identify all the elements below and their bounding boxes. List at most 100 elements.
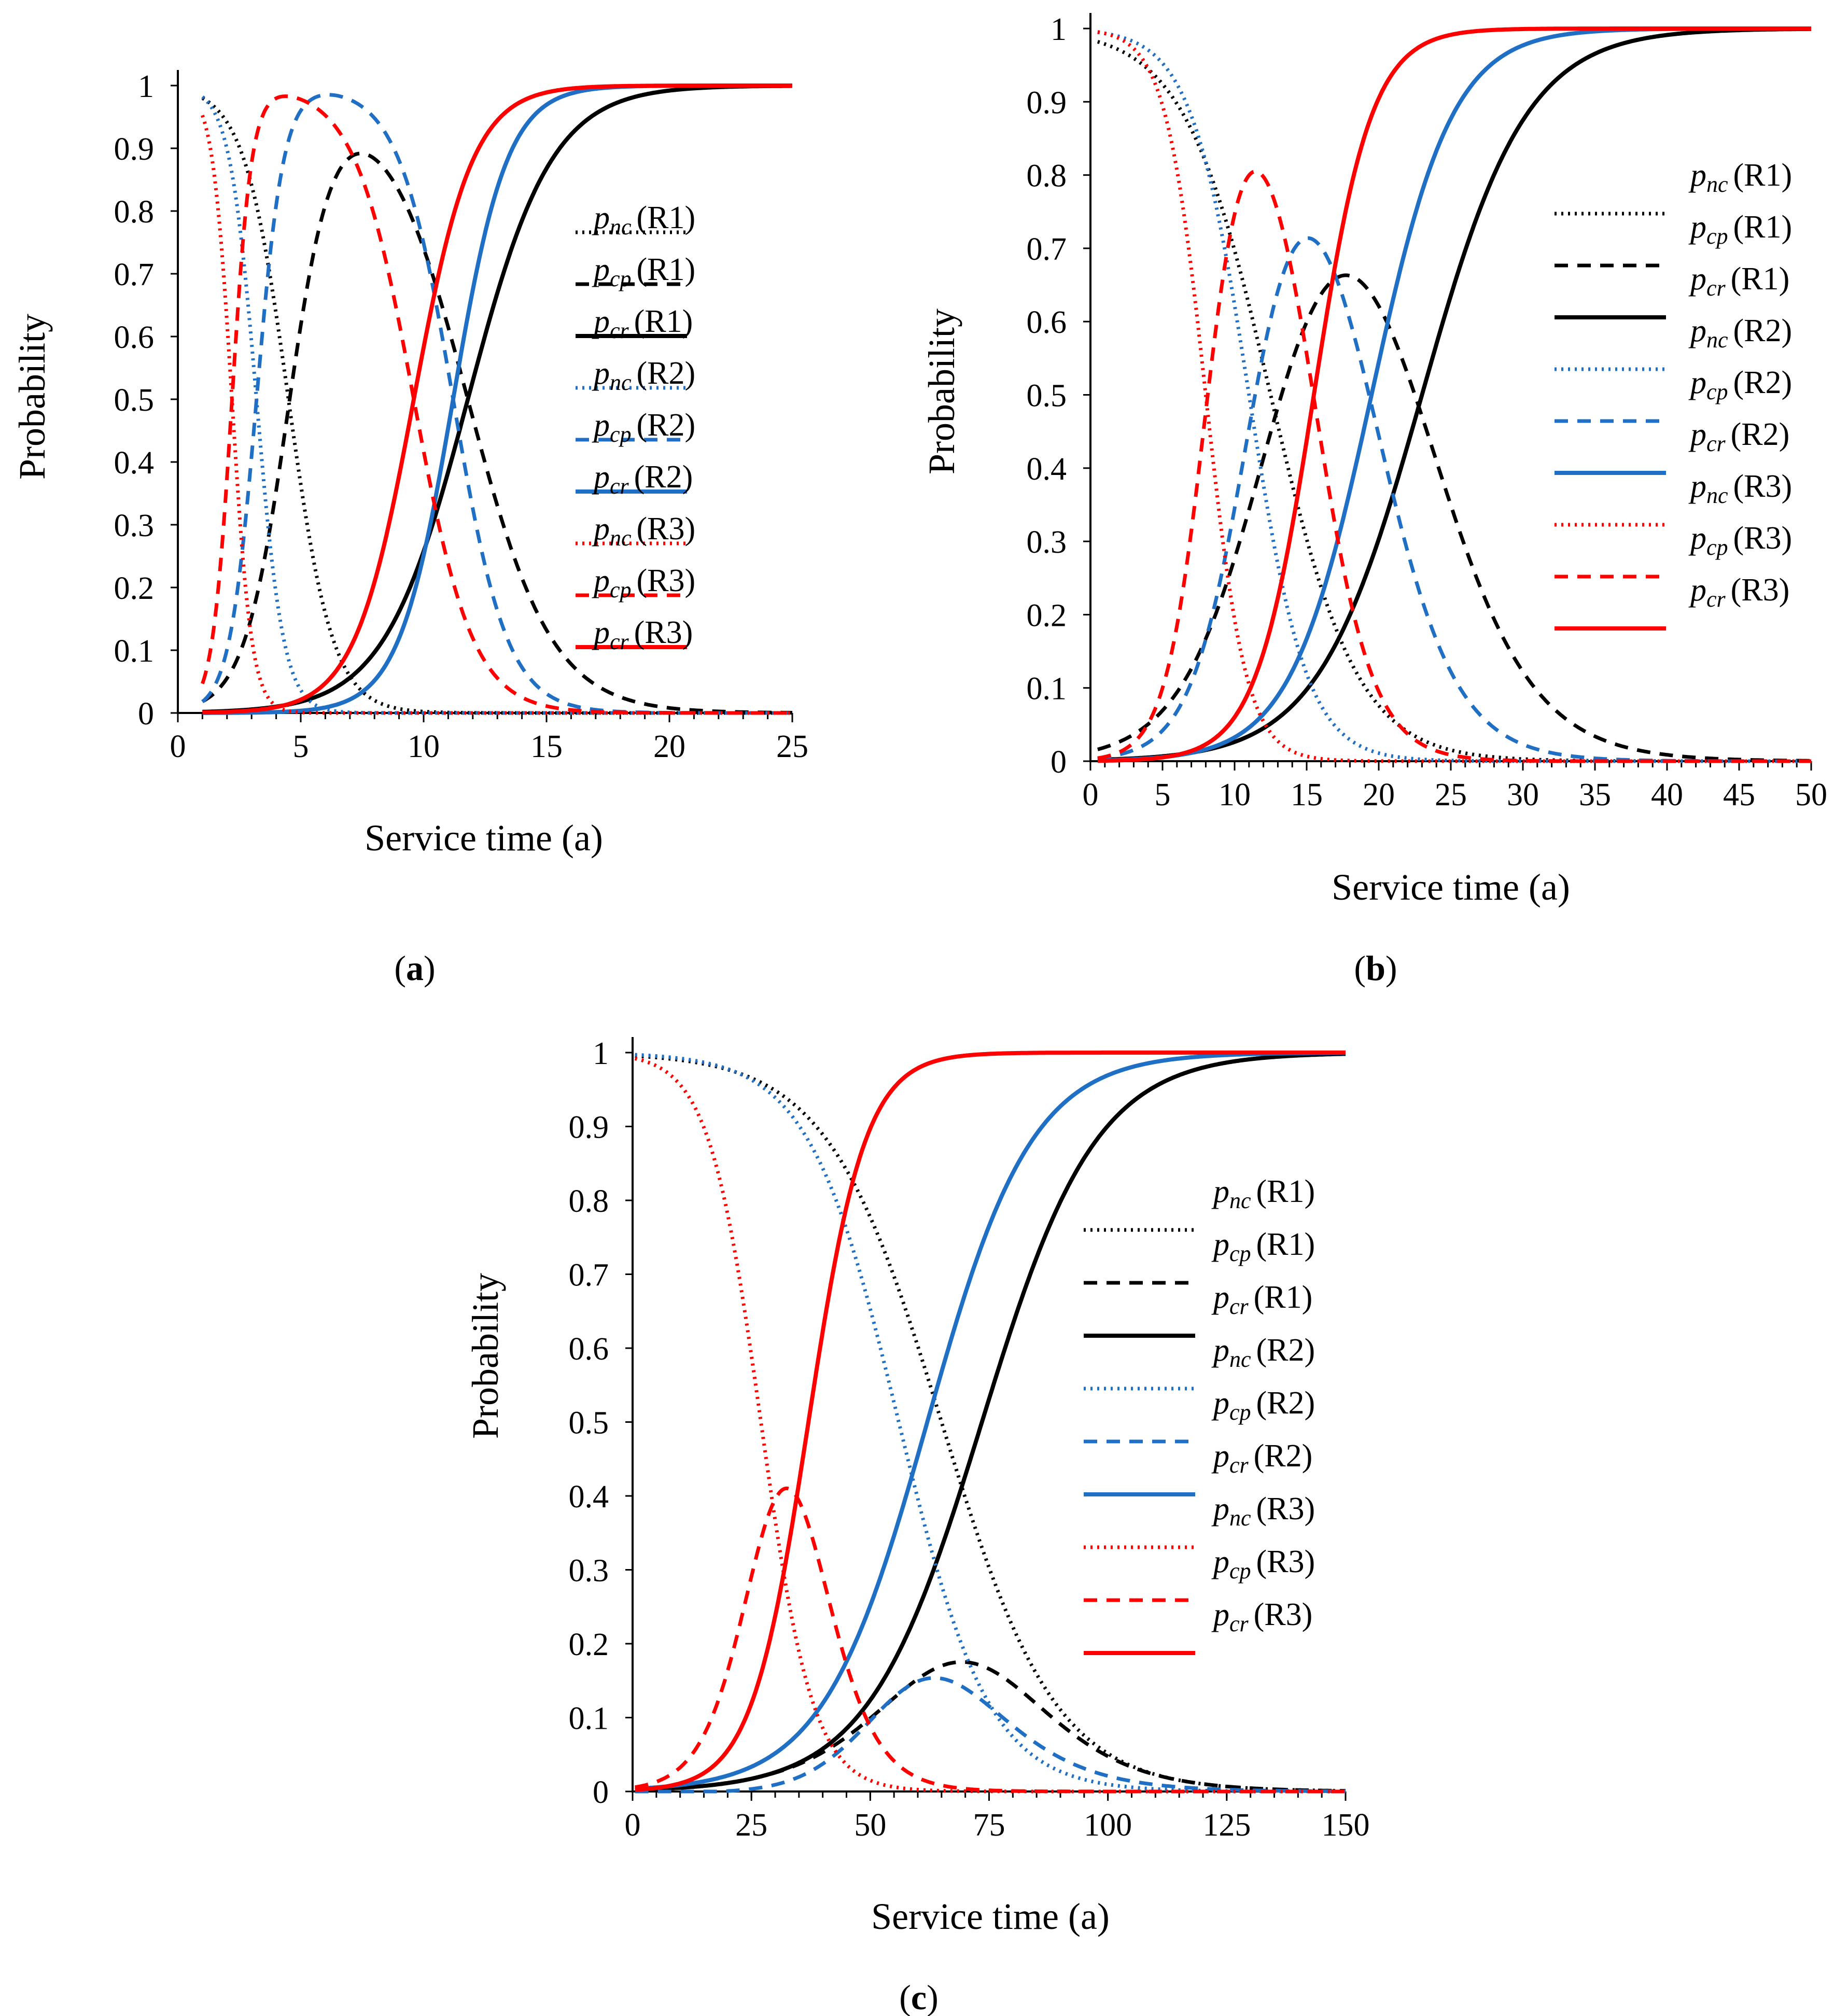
panel-c-xtick-label: 150 xyxy=(1322,1808,1370,1843)
panel-b-xtick-label: 45 xyxy=(1723,777,1755,813)
legend-entry-label: (R2) xyxy=(1256,1385,1315,1421)
panel-b-ytick-label: 0 xyxy=(1051,745,1067,780)
panel-b-ylabel: Probability xyxy=(921,309,962,474)
legend-entry-pnc-r2: pnc (R2) xyxy=(592,356,695,395)
panel-a-ytick-label: 0.7 xyxy=(114,257,155,292)
legend-entry-sub: cp xyxy=(1706,535,1728,560)
panel-a-xtick-label: 0 xyxy=(170,729,186,764)
panel-b-xtick-label: 10 xyxy=(1219,777,1251,813)
panel-c-ylabel: Probability xyxy=(465,1273,506,1439)
legend-entry-sub: cp xyxy=(610,266,632,291)
legend-entry-label: (R3) xyxy=(1254,1597,1313,1632)
series-pcp-r3 xyxy=(634,1486,1347,1794)
legend-entry-p: p xyxy=(1688,572,1706,608)
legend-entry-p: p xyxy=(1211,1385,1229,1421)
legend-entry-p: p xyxy=(592,511,610,547)
legend-entry-pcp-r3: pcp (R3) xyxy=(592,563,695,603)
panel-c-caption-letter: c xyxy=(911,1978,927,2016)
legend-entry-label: (R1) xyxy=(1254,1280,1313,1315)
panel-a-ytick-label: 0.4 xyxy=(114,445,155,481)
panel-c-ytick-label: 0.2 xyxy=(569,1627,609,1662)
legend-entry-p: p xyxy=(1211,1333,1229,1368)
legend-entry-pnc-r3: pnc (R3) xyxy=(1688,469,1792,508)
legend-entry-sub: nc xyxy=(1706,327,1728,353)
panel-a-xtick-label: 15 xyxy=(530,729,563,764)
legend-entry-sub: nc xyxy=(1706,483,1728,508)
legend-entry-sub: nc xyxy=(1229,1188,1251,1213)
legend-entry-label: (R2) xyxy=(1256,1333,1315,1368)
panel-a-xtick-label: 10 xyxy=(408,729,440,764)
legend-entry-pcp-r1: pcp (R1) xyxy=(1688,209,1792,249)
legend-entry-pcp-r1: pcp (R1) xyxy=(592,252,695,291)
panel-a-legend: pnc (R1)pcp (R1)pcr (R1)pnc (R2)pcp (R2)pcr (R… xyxy=(576,200,695,654)
legend-entry-pnc-r1: pnc (R1) xyxy=(1211,1174,1315,1213)
panel-a: 00.10.20.30.40.50.60.70.80.910 5 10 15 20 25 … xyxy=(11,69,808,988)
panel-a-axes: 00.10.20.30.40.50.60.70.80.910 5 10 15 20 25 xyxy=(114,69,809,764)
legend-entry-label: (R1) xyxy=(1256,1174,1315,1209)
panel-a-ylabel: Probability xyxy=(11,314,53,480)
legend-entry-p: p xyxy=(592,200,610,235)
legend-entry-p: p xyxy=(1688,313,1706,348)
legend-entry-pcr-r1: pcr (R1) xyxy=(592,304,693,343)
panel-c-xtick-label: 125 xyxy=(1202,1808,1251,1843)
legend-entry-label: (R1) xyxy=(637,252,696,287)
legend-entry-p: p xyxy=(1688,158,1706,193)
legend-entry-p: p xyxy=(1688,469,1706,504)
legend-entry-label: (R3) xyxy=(637,511,696,547)
panel-c-ytick-label: 0.5 xyxy=(569,1406,609,1441)
legend-entry-sub: nc xyxy=(1706,172,1728,197)
legend-entry-p: p xyxy=(592,408,610,443)
legend-entry-pnc-r1: pnc (R1) xyxy=(1688,158,1792,197)
legend-entry-pnc-r3: pnc (R3) xyxy=(1211,1491,1315,1531)
series-pnc-r1 xyxy=(201,96,793,715)
legend-entry-pcp-r3: pcp (R3) xyxy=(1211,1544,1315,1584)
legend-entry-pcp-r2: pcp (R2) xyxy=(1688,365,1792,404)
legend-entry-pcr-r3: pcr (R3) xyxy=(1688,572,1789,612)
legend-entry-pcr-r1: pcr (R1) xyxy=(1211,1280,1312,1319)
panel-b-xlabel: Service time (a) xyxy=(1332,866,1570,908)
panel-a-ytick-label: 0 xyxy=(138,696,154,732)
legend-entry-label: (R3) xyxy=(634,615,693,650)
legend-entry-label: (R3) xyxy=(1733,521,1793,556)
panel-a-ytick-label: 0.8 xyxy=(114,194,155,230)
series-pcp-r2 xyxy=(634,1676,1347,1794)
panel-c-ytick-label: 0.7 xyxy=(569,1258,609,1293)
panel-a-series xyxy=(201,83,794,715)
panel-c-xtick-label: 100 xyxy=(1084,1808,1132,1843)
panel-c-xtick-label: 50 xyxy=(854,1808,886,1843)
legend-entry-sub: cr xyxy=(610,318,629,343)
panel-b-ytick-label: 0.1 xyxy=(1027,671,1067,707)
panel-b-xtick-label: 40 xyxy=(1651,777,1683,813)
legend-entry-p: p xyxy=(592,563,610,598)
panel-b-caption-letter: b xyxy=(1366,948,1385,988)
panel-c-ytick-label: 0.8 xyxy=(569,1184,609,1219)
legend-entry-pnc-r2: pnc (R2) xyxy=(1688,313,1792,353)
panel-a-caption-letter: a xyxy=(406,948,424,988)
legend-entry-pcr-r2: pcr (R2) xyxy=(592,459,693,499)
legend-entry-label: (R1) xyxy=(1256,1227,1315,1262)
series-pcr-r1 xyxy=(634,1052,1347,1792)
panel-c-ytick-label: 1 xyxy=(593,1036,609,1071)
panel-b-caption: (b) xyxy=(1354,948,1397,988)
legend-entry-label: (R1) xyxy=(1731,261,1790,297)
legend-entry-p: p xyxy=(1688,521,1706,556)
series-pcr-r3 xyxy=(634,1051,1347,1792)
legend-entry-sub: cr xyxy=(1706,431,1726,456)
legend-entry-label: (R2) xyxy=(1733,313,1793,348)
panel-b-xtick-label: 35 xyxy=(1579,777,1611,813)
legend-entry-p: p xyxy=(592,356,610,391)
panel-b-xtick-label: 30 xyxy=(1507,777,1539,813)
series-pnc-r2 xyxy=(1097,30,1812,763)
legend-entry-sub: cp xyxy=(1229,1241,1251,1266)
legend-entry-p: p xyxy=(1211,1544,1229,1579)
legend-entry-p: p xyxy=(592,615,610,650)
panel-c-xlabel: Service time (a) xyxy=(871,1896,1110,1937)
panel-b-xtick-label: 5 xyxy=(1155,777,1171,813)
legend-entry-sub: cr xyxy=(1229,1294,1249,1319)
legend-entry-pcr-r3: pcr (R3) xyxy=(1211,1597,1312,1636)
legend-entry-sub: cr xyxy=(1706,275,1726,301)
legend-entry-pcr-r3: pcr (R3) xyxy=(592,615,693,654)
series-pnc-r2 xyxy=(201,95,793,715)
legend-entry-label: (R3) xyxy=(1731,572,1790,608)
